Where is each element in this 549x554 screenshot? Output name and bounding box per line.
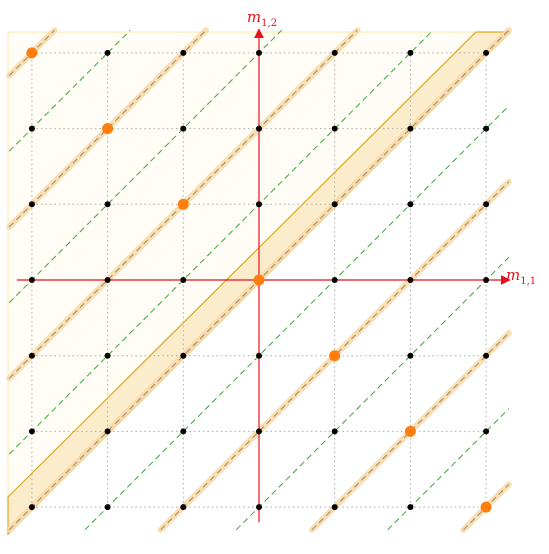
y-axis-label: m1,2 (247, 8, 277, 29)
lattice-point (331, 428, 338, 435)
highlight-point (102, 123, 114, 135)
y-label-sub: 1,2 (261, 18, 277, 29)
lattice-point (180, 352, 187, 359)
lattice-point (180, 125, 187, 132)
lattice-point (104, 428, 111, 435)
lattice-point (180, 277, 187, 283)
lattice-point (28, 201, 35, 208)
lattice-point (180, 504, 187, 511)
lattice-point (28, 125, 35, 132)
lattice-point (28, 352, 35, 359)
highlight-point (253, 274, 265, 286)
lattice-point (104, 277, 111, 283)
lattice-point (28, 504, 35, 511)
lattice-point (407, 352, 414, 359)
lattice-point (407, 504, 414, 511)
x-label-base: m (506, 266, 520, 284)
green-diagonal (387, 408, 510, 531)
highlight-point (480, 501, 492, 513)
lattice-point (331, 49, 338, 56)
lattice-point (256, 49, 262, 56)
green-diagonal (235, 256, 510, 531)
lattice-point (256, 428, 262, 435)
lattice-point (331, 277, 338, 283)
lattice-point (256, 504, 262, 511)
lattice-point (407, 49, 414, 56)
lattice-point (28, 428, 35, 435)
lattice-point (407, 201, 414, 208)
orange-diagonal-center (160, 181, 510, 531)
lattice-point (104, 504, 111, 511)
y-label-base: m (247, 8, 261, 26)
lattice-point (180, 428, 187, 435)
lattice-point (331, 125, 338, 132)
green-diagonal (8, 29, 283, 304)
lattice-point (104, 201, 111, 208)
lattice-point (104, 352, 111, 359)
lattice-point (483, 49, 490, 56)
lattice-point (256, 125, 262, 132)
orange-diagonal-center (311, 332, 510, 531)
highlight-point (329, 350, 341, 362)
lattice-point (483, 352, 490, 359)
lattice-point (28, 277, 35, 283)
lattice-point (483, 125, 490, 132)
highlight-point (26, 47, 38, 59)
x-axis-label: m1,1 (506, 266, 536, 287)
lattice-point (256, 352, 262, 359)
lattice-point (331, 504, 338, 511)
lattice-layer (6, 27, 512, 533)
highlight-point (404, 425, 416, 437)
x-label-sub: 1,1 (520, 276, 536, 287)
orange-diagonal-center (8, 29, 207, 228)
green-diagonal (8, 29, 131, 152)
lattice-point (483, 277, 490, 283)
lattice-point (180, 49, 187, 56)
lattice-point (483, 201, 490, 208)
lattice-point (331, 201, 338, 208)
highlight-point (177, 198, 189, 210)
lattice-point (407, 125, 414, 132)
lattice-point (256, 201, 262, 208)
lattice-point (483, 428, 490, 435)
lattice-point (104, 49, 111, 56)
lattice-point (407, 277, 414, 283)
orange-diagonal-center (8, 29, 358, 379)
